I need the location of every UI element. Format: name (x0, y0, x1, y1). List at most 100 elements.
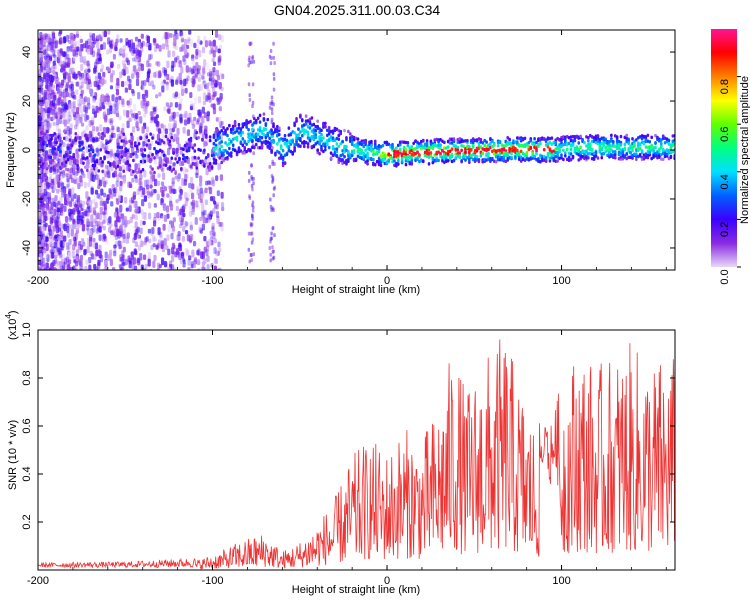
spectrogram-cell (101, 160, 104, 164)
spectrogram-cell (196, 249, 200, 256)
spectrogram-cell (67, 244, 71, 251)
spectrogram-cell (153, 170, 156, 175)
spectrogram-cell (211, 77, 215, 82)
spectrogram-cell (343, 150, 346, 154)
spectrogram-cell (165, 84, 169, 91)
spectrogram-cell (87, 78, 91, 85)
spectrogram-cell (45, 181, 50, 190)
spectrogram-cell (270, 111, 274, 116)
spectrogram-cell (99, 206, 103, 215)
spectrogram-cell (337, 137, 341, 141)
spectrogram-cell (406, 158, 410, 162)
spectrogram-cell (226, 127, 229, 131)
spectrogram-cell (51, 218, 55, 223)
spectrogram-cell (72, 163, 76, 169)
spectrogram-cell (66, 183, 70, 189)
spectrogram-cell (81, 76, 85, 84)
spectrogram-cell (217, 162, 221, 171)
y-tick-label: 0.6 (21, 418, 33, 433)
spectrogram-cell (63, 75, 67, 81)
spectrogram-cell (161, 35, 166, 41)
spectrogram-cell (43, 72, 47, 80)
spectrogram-cell (272, 193, 275, 198)
spectrogram-cell (200, 266, 204, 270)
spectrogram-cell (43, 121, 47, 130)
spectrogram-cell (134, 174, 138, 179)
spectrogram-cell (90, 187, 94, 195)
spectrogram-cell (168, 139, 172, 143)
spectrogram-cell (111, 229, 115, 236)
spectrogram-cell (55, 174, 59, 182)
spectrogram-cell (113, 244, 117, 249)
spectrogram-cell (47, 108, 51, 114)
spectrogram-cell (103, 207, 108, 215)
spectrogram-cell (161, 244, 166, 253)
spectrogram-cell (153, 188, 157, 194)
spectrogram-cell (80, 148, 83, 152)
spectrogram-cell (127, 117, 131, 122)
spectrogram-cell (146, 179, 150, 186)
spectrogram-cell (92, 125, 96, 132)
spectrogram-cell (468, 144, 471, 149)
spectrogram-cell (157, 127, 162, 134)
spectrogram-cell (179, 160, 183, 167)
spectrogram-cell (47, 114, 51, 119)
spectrogram-cell (191, 192, 195, 200)
spectrogram-cell (212, 196, 216, 202)
spectrogram-cell (517, 157, 521, 162)
spectrogram-cell (86, 97, 91, 105)
spectrogram-cell (56, 98, 60, 106)
spectrogram-cell (132, 257, 137, 265)
spectrogram-cell (254, 142, 258, 147)
spectrogram-cell (65, 200, 69, 206)
spectrogram-cell (42, 261, 46, 266)
spectrogram-cell (245, 125, 248, 129)
spectrogram-cell (327, 145, 331, 150)
spectrogram-cell (108, 40, 113, 48)
spectrogram-cell (83, 208, 87, 216)
spectrogram-cell (65, 173, 69, 178)
spectrogram-cell (185, 65, 189, 73)
spectrogram-cell (253, 145, 256, 149)
spectrogram-cell (153, 254, 157, 262)
spectrogram-cell (366, 158, 369, 163)
spectrogram-cell (38, 210, 42, 218)
spectrogram-cell (270, 231, 273, 236)
colorbar: 0.00.20.40.60.8 Normalized spectral ampl… (711, 29, 750, 285)
spectrogram-cell (87, 73, 91, 79)
spectrogram-cell (529, 145, 533, 150)
spectrogram-cell (66, 176, 70, 182)
spectrogram-cell (118, 95, 122, 101)
spectrogram-cell (102, 233, 106, 240)
spectrogram-cell (103, 203, 107, 212)
spectrogram-cell (128, 163, 131, 168)
spectrogram-cell (97, 249, 101, 257)
spectrogram-cell (218, 106, 222, 112)
spectrogram-cell (134, 36, 139, 42)
spectrogram-x-ticks: -200 -100 0 100 (27, 30, 667, 287)
spectrogram-cell (65, 82, 69, 89)
spectrogram-cell (62, 142, 66, 147)
spectrogram-cell (197, 96, 202, 104)
spectrogram-cell (51, 89, 55, 95)
spectrogram-cell (106, 169, 110, 175)
spectrogram-cell (75, 256, 79, 262)
spectrogram-cell (182, 261, 186, 268)
spectrogram-cell (138, 185, 142, 192)
spectrogram-cell (55, 140, 58, 145)
spectrogram-cell (79, 55, 83, 63)
spectrogram-cell (272, 87, 276, 92)
spectrogram-cell (45, 203, 49, 212)
spectrogram-cell (206, 165, 210, 169)
spectrogram-cell (171, 60, 175, 68)
spectrogram-cell (150, 116, 154, 121)
spectrogram-cell (90, 119, 95, 126)
spectrogram-cell (63, 223, 67, 232)
spectrogram-cell (64, 102, 68, 110)
spectrogram-cell (110, 134, 114, 139)
spectrogram-cell (215, 175, 219, 182)
spectrogram-cell (118, 172, 122, 178)
spectrogram-cell (114, 166, 118, 170)
spectrogram-cell (168, 195, 173, 201)
spectrogram-cell (189, 38, 193, 47)
